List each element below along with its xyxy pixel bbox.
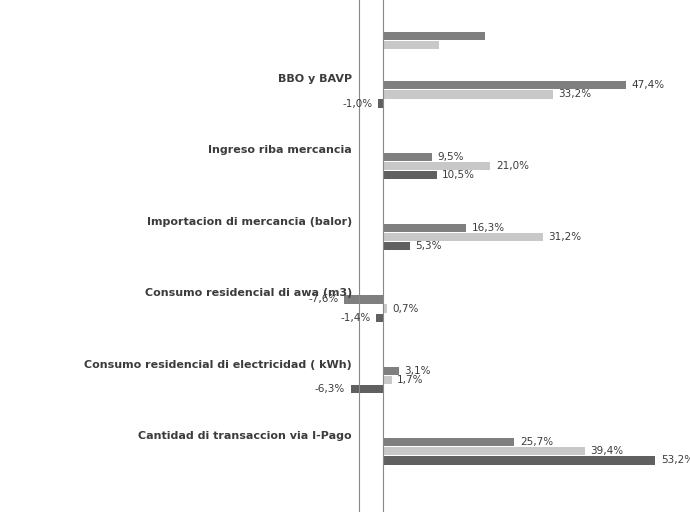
Bar bbox=[383, 32, 485, 40]
Bar bbox=[383, 376, 392, 384]
Bar bbox=[376, 313, 383, 322]
Bar bbox=[351, 385, 383, 393]
Text: -1,4%: -1,4% bbox=[340, 313, 371, 323]
Bar bbox=[383, 438, 515, 446]
Text: 5,3%: 5,3% bbox=[415, 241, 442, 251]
Bar bbox=[383, 224, 466, 232]
Bar bbox=[383, 171, 437, 179]
Text: 33,2%: 33,2% bbox=[558, 90, 591, 99]
Bar bbox=[383, 162, 491, 170]
Text: 16,3%: 16,3% bbox=[472, 223, 505, 233]
Bar bbox=[383, 233, 542, 241]
Bar bbox=[383, 447, 584, 456]
Text: 53,2%: 53,2% bbox=[661, 456, 690, 465]
Bar bbox=[383, 153, 431, 161]
Text: Ingreso riba mercancia: Ingreso riba mercancia bbox=[208, 145, 352, 156]
Bar bbox=[383, 81, 626, 90]
Bar bbox=[383, 305, 386, 313]
Bar bbox=[383, 41, 440, 49]
Bar bbox=[383, 367, 399, 375]
Text: 10,5%: 10,5% bbox=[442, 170, 475, 180]
Text: -1,0%: -1,0% bbox=[342, 99, 373, 109]
Text: 25,7%: 25,7% bbox=[520, 437, 553, 447]
Text: -7,6%: -7,6% bbox=[308, 294, 339, 305]
Text: Consumo residencial di awa (m3): Consumo residencial di awa (m3) bbox=[145, 288, 352, 298]
Text: Cantidad di transaccion via I-Pago: Cantidad di transaccion via I-Pago bbox=[138, 431, 352, 441]
Text: 21,0%: 21,0% bbox=[496, 161, 529, 171]
Bar bbox=[344, 295, 383, 304]
Text: Importacion di mercancia (balor): Importacion di mercancia (balor) bbox=[147, 217, 352, 227]
Text: 1,7%: 1,7% bbox=[397, 375, 424, 385]
Text: 47,4%: 47,4% bbox=[631, 80, 664, 90]
Text: Consumo residencial di electricidad ( kWh): Consumo residencial di electricidad ( kW… bbox=[84, 359, 352, 370]
Text: 9,5%: 9,5% bbox=[437, 152, 464, 162]
Text: BBO y BAVP: BBO y BAVP bbox=[278, 74, 352, 84]
Text: 31,2%: 31,2% bbox=[548, 232, 581, 242]
Bar bbox=[383, 456, 656, 464]
Bar bbox=[383, 242, 410, 250]
Bar bbox=[378, 99, 383, 108]
Text: 0,7%: 0,7% bbox=[392, 304, 418, 313]
Text: -6,3%: -6,3% bbox=[315, 384, 345, 394]
Text: 39,4%: 39,4% bbox=[590, 446, 623, 456]
Text: 3,1%: 3,1% bbox=[404, 366, 431, 376]
Bar bbox=[383, 90, 553, 99]
